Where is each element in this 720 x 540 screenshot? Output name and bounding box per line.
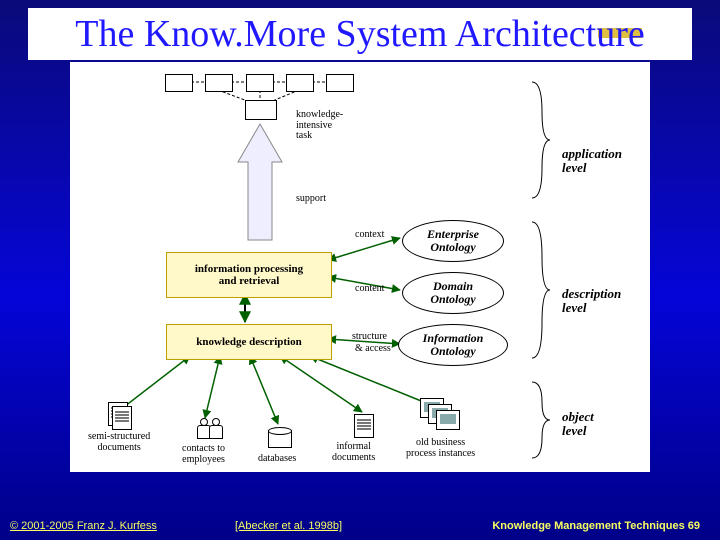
- instances-label: old business process instances: [406, 438, 475, 459]
- page-number: 69: [688, 520, 700, 532]
- document-icon: [354, 414, 374, 438]
- person-icon: [208, 418, 222, 438]
- structure-label: structure: [352, 332, 387, 343]
- slide-root: The Know.More System Architecture: [0, 0, 720, 540]
- citation-text: [Abecker et al. 1998b]: [235, 520, 342, 532]
- context-label: context: [355, 230, 384, 241]
- database-icon: [268, 427, 290, 447]
- process-node: [205, 74, 233, 92]
- employees-label: contacts to employees: [182, 444, 225, 465]
- process-node: [326, 74, 354, 92]
- process-node: [245, 100, 277, 120]
- footer-title-text: Knowledge Management Techniques: [492, 520, 684, 532]
- page-title-footer: Knowledge Management Techniques 69: [492, 520, 700, 532]
- informal-label: informal documents: [332, 442, 375, 463]
- document-icon: [112, 406, 132, 430]
- support-label: support: [296, 194, 326, 205]
- object-level-label: object level: [562, 410, 594, 437]
- kd-box: knowledge description: [166, 324, 332, 360]
- process-node: [246, 74, 274, 92]
- application-level-label: application level: [562, 147, 622, 174]
- information-ontology-oval: Information Ontology: [398, 324, 508, 366]
- slide-title: The Know.More System Architecture: [0, 12, 720, 56]
- monitor-icon: [436, 410, 460, 430]
- content-label: content: [355, 284, 384, 295]
- process-node: [286, 74, 314, 92]
- slide-footer: © 2001-2005 Franz J. Kurfess [Abecker et…: [10, 512, 710, 532]
- description-level-label: description level: [562, 287, 621, 314]
- access-label: & access: [355, 344, 391, 355]
- ipr-box: information processing and retrieval: [166, 252, 332, 298]
- copyright-text: © 2001-2005 Franz J. Kurfess: [10, 520, 157, 532]
- architecture-diagram: information processing and retrieval kno…: [70, 62, 650, 472]
- process-node: [165, 74, 193, 92]
- enterprise-ontology-oval: Enterprise Ontology: [402, 220, 504, 262]
- ki-task-label: knowledge- intensive task: [296, 110, 343, 142]
- domain-ontology-oval: Domain Ontology: [402, 272, 504, 314]
- semi-structured-label: semi-structured documents: [88, 432, 150, 453]
- databases-label: databases: [258, 454, 296, 465]
